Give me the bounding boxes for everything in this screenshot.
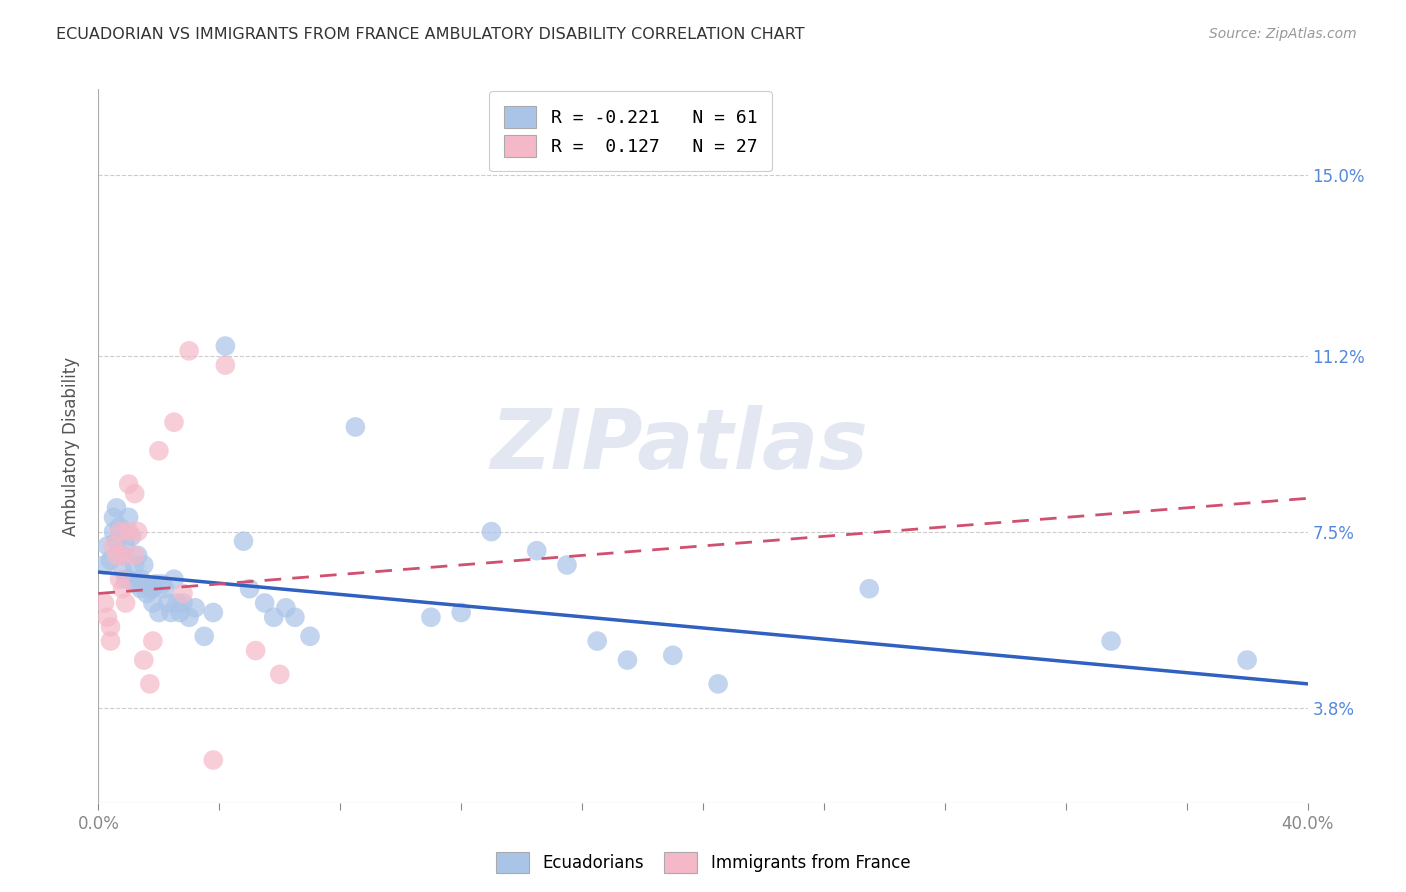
Point <box>148 606 170 620</box>
Point <box>124 549 146 563</box>
Point <box>142 634 165 648</box>
Point <box>118 524 141 539</box>
Point <box>214 358 236 372</box>
Point <box>274 600 297 615</box>
Point <box>1099 634 1122 648</box>
Point <box>172 596 194 610</box>
Point <box>103 539 125 553</box>
Point <box>132 558 155 572</box>
Point <box>420 610 443 624</box>
Legend: R = -0.221   N = 61, R =  0.127   N = 27: R = -0.221 N = 61, R = 0.127 N = 27 <box>489 91 772 171</box>
Point <box>114 539 136 553</box>
Point <box>108 572 131 586</box>
Point <box>111 549 134 563</box>
Text: ZIPatlas: ZIPatlas <box>489 406 868 486</box>
Point <box>214 339 236 353</box>
Point <box>124 558 146 572</box>
Point <box>166 596 188 610</box>
Point <box>344 420 367 434</box>
Point <box>253 596 276 610</box>
Point <box>127 549 149 563</box>
Point <box>163 415 186 429</box>
Legend: Ecuadorians, Immigrants from France: Ecuadorians, Immigrants from France <box>489 846 917 880</box>
Point <box>103 524 125 539</box>
Point <box>202 753 225 767</box>
Point <box>93 596 115 610</box>
Point <box>139 582 162 596</box>
Point <box>232 534 254 549</box>
Point <box>139 677 162 691</box>
Point <box>169 606 191 620</box>
Point <box>111 582 134 596</box>
Point <box>129 572 152 586</box>
Point <box>111 563 134 577</box>
Y-axis label: Ambulatory Disability: Ambulatory Disability <box>62 357 80 535</box>
Point <box>100 553 122 567</box>
Point <box>526 543 548 558</box>
Text: ECUADORIAN VS IMMIGRANTS FROM FRANCE AMBULATORY DISABILITY CORRELATION CHART: ECUADORIAN VS IMMIGRANTS FROM FRANCE AMB… <box>56 27 804 42</box>
Point <box>269 667 291 681</box>
Point <box>118 572 141 586</box>
Point <box>153 582 176 596</box>
Point <box>193 629 215 643</box>
Point <box>142 582 165 596</box>
Point <box>132 653 155 667</box>
Point <box>202 606 225 620</box>
Point <box>103 510 125 524</box>
Point <box>299 629 322 643</box>
Point <box>150 577 173 591</box>
Point <box>172 586 194 600</box>
Point <box>858 582 880 596</box>
Point <box>118 510 141 524</box>
Point <box>1236 653 1258 667</box>
Point <box>96 539 118 553</box>
Point <box>245 643 267 657</box>
Point <box>179 343 201 358</box>
Point <box>100 634 122 648</box>
Point <box>160 606 183 620</box>
Point <box>145 577 167 591</box>
Point <box>163 572 186 586</box>
Point <box>135 586 157 600</box>
Text: Source: ZipAtlas.com: Source: ZipAtlas.com <box>1209 27 1357 41</box>
Point <box>661 648 683 663</box>
Point <box>239 582 262 596</box>
Point <box>114 596 136 610</box>
Point <box>127 524 149 539</box>
Point <box>108 520 131 534</box>
Point <box>129 582 152 596</box>
Point <box>105 534 128 549</box>
Point <box>114 572 136 586</box>
Point <box>96 610 118 624</box>
Point <box>100 620 122 634</box>
Point <box>132 577 155 591</box>
Point <box>616 653 638 667</box>
Point <box>105 549 128 563</box>
Point <box>263 610 285 624</box>
Point <box>148 443 170 458</box>
Point <box>124 486 146 500</box>
Point <box>127 577 149 591</box>
Point <box>118 477 141 491</box>
Point <box>142 596 165 610</box>
Point <box>555 558 578 572</box>
Point <box>111 549 134 563</box>
Point <box>93 558 115 572</box>
Point <box>586 634 609 648</box>
Point <box>707 677 730 691</box>
Point <box>121 529 143 543</box>
Point <box>284 610 307 624</box>
Point <box>450 606 472 620</box>
Point <box>184 600 207 615</box>
Point <box>108 524 131 539</box>
Point <box>481 524 503 539</box>
Point <box>179 610 201 624</box>
Point <box>105 500 128 515</box>
Point <box>156 596 179 610</box>
